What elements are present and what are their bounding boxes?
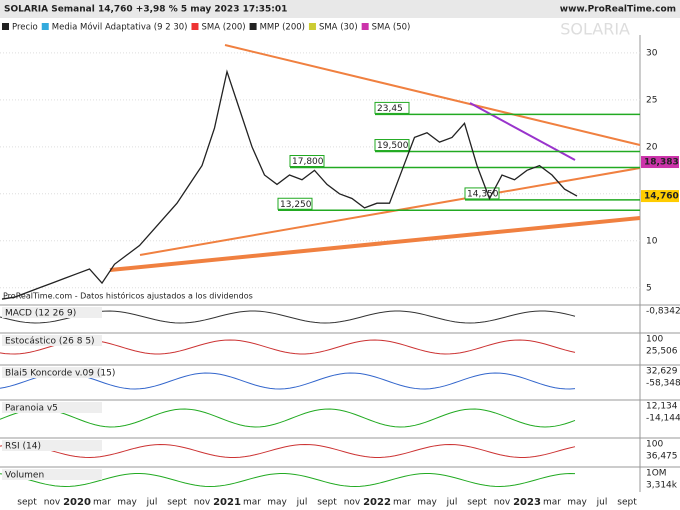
- legend-swatch: [361, 23, 369, 30]
- x-tick-label: sept: [167, 498, 187, 508]
- x-tick-label: may: [117, 498, 137, 508]
- panel-value: -0,8342: [646, 307, 680, 317]
- panel-label-box: [2, 307, 102, 318]
- x-tick-label: jul: [596, 498, 608, 508]
- indicator-line: [0, 372, 576, 390]
- x-tick-label: sept: [617, 498, 637, 508]
- panel-label-box: [2, 402, 102, 413]
- price-tag: [641, 190, 679, 203]
- x-tick-label: mar: [243, 498, 261, 508]
- legend-label: Precio: [12, 23, 38, 33]
- indicator-line: [0, 443, 576, 458]
- panel-value: 25,506: [646, 347, 678, 357]
- panel-value: -58,348: [646, 379, 680, 389]
- x-tick-label: mar: [543, 498, 561, 508]
- x-tick-label: jul: [146, 498, 158, 508]
- level-box: [374, 101, 410, 114]
- panel-label-box: [2, 469, 102, 480]
- x-tick-label: 2020: [63, 497, 91, 508]
- x-tick-label: nov: [194, 498, 211, 508]
- trend-line: [109, 216, 641, 272]
- panel-value: 3,314k: [646, 481, 678, 491]
- x-tick-label: jul: [296, 498, 308, 508]
- x-tick-label: 2021: [213, 497, 241, 508]
- panel-value: 36,475: [646, 452, 678, 462]
- legend-swatch: [41, 23, 49, 30]
- x-tick-label: may: [267, 498, 287, 508]
- panel-name: Volumen: [5, 471, 44, 481]
- x-tick-label: nov: [494, 498, 511, 508]
- legend-label: SMA (30): [319, 23, 358, 33]
- x-tick-label: mar: [393, 498, 411, 508]
- panel-label-box: [2, 367, 102, 378]
- level-box: [374, 139, 410, 152]
- header-bar: [0, 0, 680, 18]
- legend-swatch: [308, 23, 316, 30]
- x-tick-label: jul: [446, 498, 458, 508]
- panel-value: 32,629: [646, 367, 678, 377]
- header-site: www.ProRealTime.com: [560, 5, 676, 15]
- y-tick-label: 5: [646, 283, 652, 293]
- trend-line: [139, 167, 641, 256]
- indicator-line: [0, 408, 576, 428]
- x-tick-label: may: [567, 498, 587, 508]
- level-box: [464, 187, 500, 200]
- level-label: 14,350: [467, 189, 499, 199]
- legend-swatch: [249, 23, 257, 30]
- level-box: [277, 197, 313, 210]
- legend-label: Media Móvil Adaptativa (9 2 30): [52, 22, 188, 33]
- price-tag-label: 14,760: [644, 192, 679, 202]
- legend-swatch: [191, 23, 199, 30]
- x-tick-label: sept: [17, 498, 37, 508]
- panel-label-box: [2, 335, 102, 346]
- level-label: 19,500: [377, 141, 409, 151]
- level-label: 17,800: [292, 157, 324, 167]
- panel-name: MACD (12 26 9): [5, 309, 76, 319]
- level-label: 23,45: [377, 104, 403, 114]
- legend-label: SMA (50): [372, 23, 411, 33]
- note: ProRealTime.com - Datos históricos ajust…: [3, 291, 253, 301]
- panel-name: Blai5 Koncorde v.09 (15): [5, 369, 115, 379]
- legend-label: MMP (200): [260, 23, 305, 33]
- level-box: [289, 155, 325, 167]
- price-line: [1, 69, 578, 300]
- panel-value: 12,134: [646, 402, 678, 412]
- panel-name: Estocástico (26 8 5): [5, 337, 95, 347]
- panel-value: 100: [646, 335, 663, 345]
- panel-value: -14,144: [646, 414, 680, 424]
- x-tick-label: 2022: [363, 497, 391, 508]
- trend-line: [469, 102, 576, 161]
- level-label: 13,250: [280, 200, 312, 210]
- y-tick-label: 25: [646, 95, 657, 105]
- header-title: SOLARIA Semanal 14,760 +3,98 % 5 may 202…: [4, 5, 287, 15]
- x-tick-label: sept: [317, 498, 337, 508]
- panel-value: 100: [646, 440, 663, 450]
- y-tick-label: 20: [646, 142, 658, 152]
- watermark: SOLARIA: [560, 20, 630, 39]
- legend-label: SMA (200): [201, 23, 245, 33]
- price-tag-label: 18,383: [644, 158, 679, 168]
- y-tick-label: 30: [646, 48, 658, 58]
- y-tick-label: 10: [646, 236, 658, 246]
- panel-label-box: [2, 440, 102, 451]
- x-tick-label: 2023: [513, 497, 541, 508]
- trend-line: [224, 44, 641, 146]
- panel-value: 1OM: [646, 469, 667, 479]
- x-tick-label: nov: [344, 498, 361, 508]
- x-tick-label: mar: [93, 498, 111, 508]
- price-tag: [641, 156, 679, 169]
- legend-swatch: [2, 23, 9, 30]
- x-tick-label: nov: [44, 498, 61, 508]
- x-tick-label: may: [417, 498, 437, 508]
- panel-name: Paranoia v5: [5, 404, 58, 414]
- panel-name: RSI (14): [5, 442, 41, 452]
- x-tick-label: sept: [467, 498, 487, 508]
- indicator-line: [0, 473, 576, 488]
